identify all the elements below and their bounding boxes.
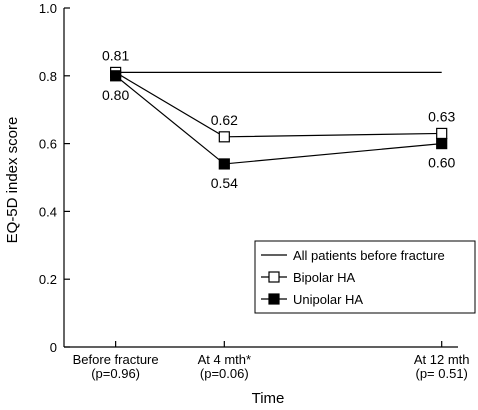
series-layer (110, 66, 448, 170)
data-label: 0.62 (211, 112, 238, 128)
x-tick-sublabel: (p=0.06) (200, 366, 249, 381)
y-tick-label: 0 (50, 340, 57, 355)
data-label: 0.80 (102, 87, 129, 103)
x-axis-ticks: Before fracture(p=0.96) At 4 mth*(p=0.06)… (73, 341, 470, 381)
data-label: 0.81 (102, 47, 129, 63)
bipolar-marker (218, 131, 230, 143)
legend-unipolar-marker (268, 293, 280, 305)
legend-box (254, 240, 476, 314)
y-axis-title: EQ-5D index score (4, 117, 21, 244)
axes (63, 8, 458, 348)
series-line-unipolar (115, 75, 442, 165)
y-tick-label: 1.0 (39, 1, 57, 16)
unipolar-marker (110, 70, 122, 82)
data-label: 0.54 (211, 175, 238, 191)
legend: All patients before fracture Bipolar HA Un… (254, 240, 476, 314)
legend-bipolar-marker (268, 271, 280, 283)
x-tick-label: Before fracture (73, 352, 159, 367)
y-axis-ticks: 0 0.2 0.4 0.6 0.8 1.0 (39, 1, 70, 355)
unipolar-marker (218, 158, 230, 170)
x-tick-label: At 4 mth* (198, 352, 251, 367)
y-tick-label: 0.8 (39, 69, 57, 84)
data-labels: 0.81 0.62 0.63 0.80 0.54 0.60 (102, 47, 456, 191)
legend-label: All patients before fracture (293, 248, 445, 263)
x-tick-sublabel: (p= 0.51) (415, 366, 467, 381)
y-tick-label: 0.4 (39, 204, 57, 219)
legend-label: Unipolar HA (293, 292, 363, 307)
y-tick-label: 0.2 (39, 272, 57, 287)
x-axis-title: Time (252, 390, 285, 407)
x-tick-sublabel: (p=0.96) (91, 366, 140, 381)
series-line-bipolar (115, 71, 442, 138)
y-tick-label: 0.6 (39, 137, 57, 152)
legend-label: Bipolar HA (293, 270, 355, 285)
x-tick-label: At 12 mth (414, 352, 470, 367)
unipolar-marker (436, 138, 448, 150)
bipolar-marker (436, 127, 448, 140)
data-label: 0.60 (428, 155, 455, 171)
data-label: 0.63 (428, 108, 455, 124)
